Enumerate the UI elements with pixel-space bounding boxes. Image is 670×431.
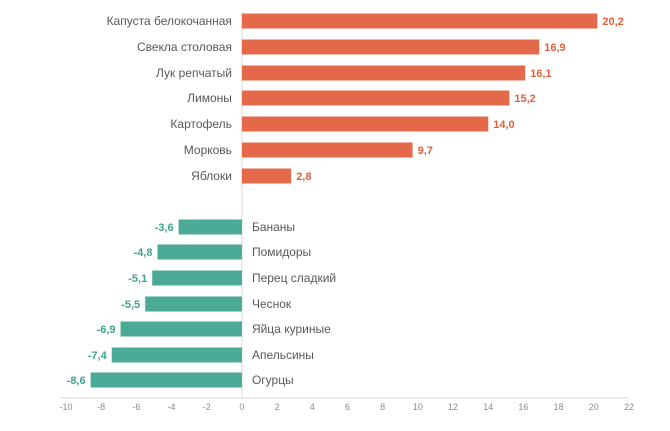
- x-tick-label: -8: [97, 402, 105, 412]
- x-tick-label: 18: [554, 402, 564, 412]
- data-label: -5,5: [121, 299, 140, 311]
- category-label: Картофель: [170, 117, 232, 131]
- data-label: 16,1: [530, 68, 551, 80]
- x-tick-label: 0: [239, 402, 244, 412]
- bar-positive: [241, 39, 540, 55]
- x-tick-label: -6: [132, 402, 140, 412]
- x-tick-label: 12: [448, 402, 458, 412]
- x-tick-label: 4: [310, 402, 315, 412]
- x-tick-label: -2: [203, 402, 211, 412]
- bar-negative: [120, 321, 242, 337]
- x-tick-label: 16: [518, 402, 528, 412]
- bar-positive: [241, 13, 598, 29]
- bar-positive: [241, 90, 510, 106]
- x-tick-label: 10: [413, 402, 423, 412]
- category-label: Свекла столовая: [137, 40, 232, 54]
- category-label: Капуста белокочанная: [107, 14, 232, 28]
- bar-negative: [90, 372, 242, 388]
- x-tick-label: 14: [483, 402, 493, 412]
- bar-positive: [241, 116, 489, 132]
- category-label: Перец сладкий: [252, 271, 336, 285]
- category-label: Огурцы: [252, 373, 294, 387]
- bar-positive: [241, 168, 292, 184]
- data-label: -3,6: [155, 222, 174, 234]
- bar-positive: [241, 142, 413, 158]
- data-label: -7,4: [88, 350, 108, 362]
- data-label: -8,6: [67, 375, 86, 387]
- category-label: Лук репчатый: [156, 66, 232, 80]
- data-label: 16,9: [544, 42, 565, 54]
- x-tick-label: 6: [345, 402, 350, 412]
- data-label: 2,8: [296, 171, 311, 183]
- x-tick-label: 2: [275, 402, 280, 412]
- data-label: -5,1: [128, 273, 147, 285]
- bar-negative: [111, 347, 242, 363]
- category-label: Чеснок: [252, 297, 292, 311]
- x-tick-label: 22: [624, 402, 634, 412]
- x-tick-label: 8: [380, 402, 385, 412]
- x-tick-label: -10: [59, 402, 72, 412]
- data-label: -4,8: [134, 247, 153, 259]
- category-label: Лимоны: [187, 91, 232, 105]
- data-label: 15,2: [514, 93, 535, 105]
- bar-negative: [152, 270, 242, 286]
- category-label: Апельсины: [252, 348, 314, 362]
- bar-negative: [145, 296, 242, 312]
- category-label: Бананы: [252, 220, 295, 234]
- category-label: Яблоки: [191, 169, 232, 183]
- bar-negative: [178, 219, 242, 235]
- data-label: 14,0: [493, 119, 514, 131]
- data-label: -6,9: [97, 324, 116, 336]
- category-label: Помидоры: [252, 245, 311, 259]
- x-tick-label: -4: [168, 402, 176, 412]
- category-label: Морковь: [184, 143, 232, 157]
- data-label: 20,2: [602, 16, 623, 28]
- data-label: 9,7: [418, 145, 433, 157]
- x-tick-label: 20: [589, 402, 599, 412]
- category-label: Яйца куриные: [252, 322, 331, 336]
- bar-positive: [241, 65, 526, 81]
- bar-negative: [157, 244, 242, 260]
